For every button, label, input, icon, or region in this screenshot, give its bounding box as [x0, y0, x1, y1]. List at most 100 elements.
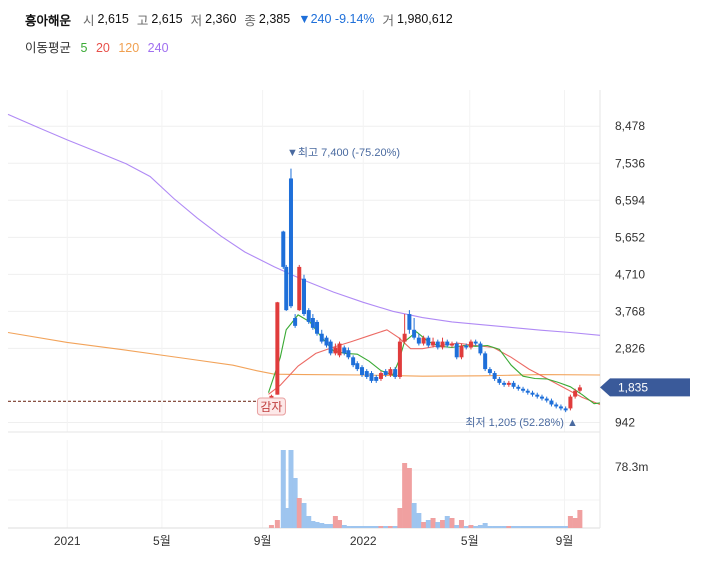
- volume-bar: [440, 520, 446, 528]
- candle-body: [346, 350, 351, 358]
- volume-bar: [310, 521, 316, 528]
- volume-bar: [553, 526, 559, 528]
- stock-name: 흥아해운: [25, 13, 72, 28]
- x-tick-label: 9월: [556, 534, 574, 548]
- candle-body: [284, 266, 289, 311]
- y-axis-labels: 8,478 7,536 6,594 5,652 4,710 3,768 2,826 942 78…: [615, 119, 648, 474]
- volume-bar: [411, 503, 417, 528]
- candle-body: [319, 333, 324, 342]
- candle-body: [374, 376, 379, 381]
- volume-scale-label: 78.3m: [615, 460, 648, 474]
- candle-body: [558, 406, 563, 409]
- ma240-label: 240: [147, 41, 169, 55]
- candle-body: [310, 318, 315, 328]
- y-tick-label: 8,478: [615, 119, 645, 133]
- candle-body: [502, 382, 507, 385]
- ma20-line: [268, 329, 601, 406]
- candle-body: [378, 373, 383, 379]
- y-tick-label: 4,710: [615, 267, 645, 281]
- volume-bar: [482, 523, 488, 528]
- candle-body: [577, 387, 582, 391]
- volume-bar: [392, 526, 398, 528]
- y-tick-label: 6,594: [615, 193, 645, 207]
- volume-bar: [397, 508, 403, 528]
- x-tick-label: 9월: [254, 534, 272, 548]
- ma120-label: 120: [118, 41, 140, 55]
- candle-body: [535, 394, 540, 397]
- low-annotation: 최저 1,205 (52.28%) ▲: [465, 416, 577, 429]
- close-label: 종: [244, 13, 256, 28]
- candle-body: [450, 343, 454, 346]
- volume-bar: [544, 526, 550, 528]
- volume-bar: [548, 526, 554, 528]
- volume-bar: [284, 508, 290, 528]
- volume-bar: [425, 520, 431, 528]
- volume-bar: [458, 520, 464, 528]
- volume-bar: [341, 525, 347, 528]
- candle-body: [530, 392, 535, 395]
- volume-bar: [430, 518, 436, 528]
- volume-bar: [378, 526, 384, 528]
- candle-body: [416, 337, 421, 344]
- volume-bar: [530, 526, 536, 528]
- volume-bar: [288, 450, 294, 528]
- high-label: 고: [136, 13, 149, 28]
- volume-bar: [496, 526, 502, 528]
- volume-bar: [435, 522, 441, 528]
- candle-body: [421, 337, 426, 344]
- candle-body: [333, 347, 338, 354]
- volume-bar: [280, 450, 286, 528]
- candle-body: [459, 345, 464, 358]
- candle-body: [554, 404, 559, 407]
- high-annotation: ▼최고 7,400 (-75.20%): [287, 146, 400, 159]
- candlesticks: [269, 168, 582, 413]
- ma-legend-label: 이동평균: [25, 41, 72, 55]
- y-tick-label: 5,652: [615, 230, 645, 244]
- volume-bar: [268, 525, 274, 528]
- ma5-label: 5: [80, 41, 88, 55]
- candle-body: [407, 314, 412, 330]
- volume-bar: [387, 526, 393, 528]
- low-label: 저: [190, 13, 203, 28]
- volume-value: 1,980,612: [397, 12, 453, 26]
- x-axis-labels: 2021 5월 9월 2022 5월 9월: [54, 534, 573, 548]
- volume-bar: [402, 463, 408, 528]
- x-tick-label: 2022: [350, 534, 377, 548]
- close-value: 2,385: [258, 12, 291, 26]
- candle-body: [549, 400, 554, 405]
- chart-grid: [8, 90, 601, 529]
- candle-body: [388, 369, 393, 375]
- candle-body: [516, 386, 521, 389]
- candle-body: [440, 341, 445, 348]
- candle-body: [302, 278, 306, 315]
- volume-bar: [292, 478, 298, 528]
- volume-bar: [350, 526, 356, 528]
- change-value: ▼240 -9.14%: [298, 12, 375, 26]
- volume-bar: [520, 526, 526, 528]
- volume-bar: [454, 525, 460, 528]
- x-tick-label: 5월: [153, 534, 171, 548]
- candle-body: [506, 382, 511, 385]
- y-tick-label: 3,768: [615, 304, 645, 318]
- candle-body: [281, 231, 286, 267]
- candle-body: [337, 343, 342, 356]
- candle-body: [544, 398, 549, 401]
- candle-body: [342, 347, 347, 354]
- ma-legend: 이동평균 5 20 120 240: [25, 37, 174, 56]
- candle-body: [383, 371, 388, 375]
- candle-body: [568, 396, 573, 409]
- volume-bar: [487, 526, 493, 528]
- candle-body: [468, 341, 473, 348]
- candle-body: [297, 266, 302, 311]
- candle-body: [483, 353, 488, 370]
- volume-bar: [345, 526, 351, 528]
- candle-body: [426, 337, 431, 346]
- volume-bar: [473, 526, 479, 528]
- candle-body: [393, 369, 398, 377]
- volume-bar: [296, 498, 302, 528]
- candle-body: [360, 367, 365, 375]
- candle-body: [351, 357, 356, 366]
- volume-bar: [468, 525, 474, 528]
- candle-body: [293, 318, 298, 326]
